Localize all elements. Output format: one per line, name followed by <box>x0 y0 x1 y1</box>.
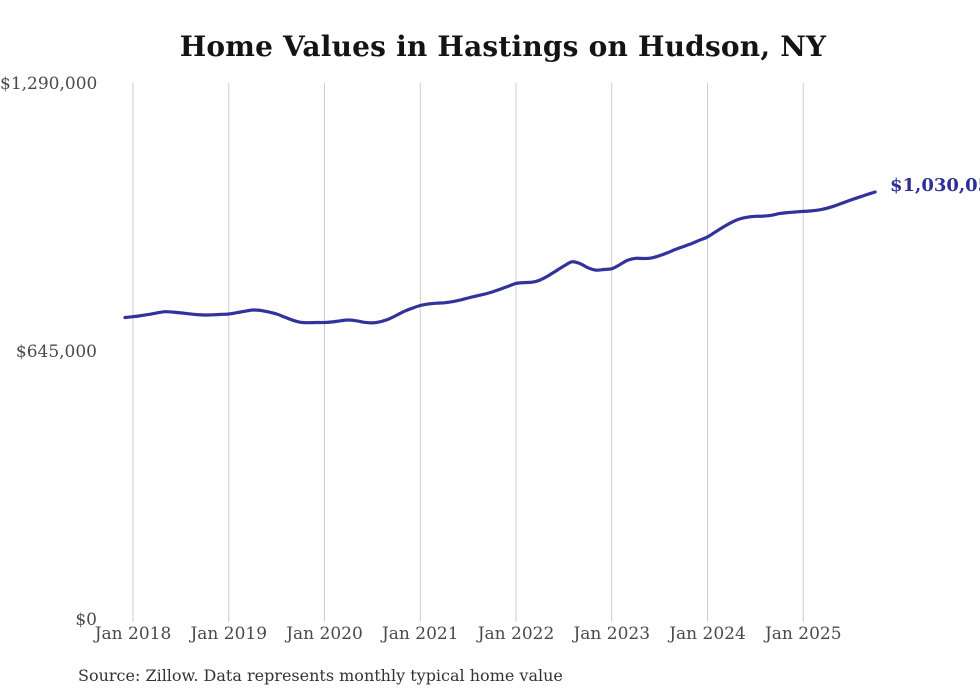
latest-value-label: $1,030,050 <box>890 175 980 196</box>
y-axis-tick-label-mid: $645,000 <box>15 342 97 362</box>
x-axis-tick-label: Jan 2018 <box>94 624 172 644</box>
y-axis-tick-label-max: $1,290,000 <box>0 74 98 94</box>
x-axis-tick-label: Jan 2023 <box>573 624 651 644</box>
home-value-trend-line <box>123 190 877 325</box>
source-note: Source: Zillow. Data represents monthly … <box>78 666 563 685</box>
chart-title: Home Values in Hastings on Hudson, NY <box>179 30 827 63</box>
y-axis-tick-label-zero: $0 <box>75 610 97 630</box>
x-axis-tick-label: Jan 2021 <box>381 624 459 644</box>
x-axis-tick-label: Jan 2020 <box>286 624 363 644</box>
x-axis-tick-label: Jan 2024 <box>669 624 746 644</box>
x-axis-tick-label: Jan 2019 <box>190 624 268 644</box>
x-axis-tick-label: Jan 2025 <box>764 624 842 644</box>
x-axis-tick-label: Jan 2022 <box>477 624 555 644</box>
